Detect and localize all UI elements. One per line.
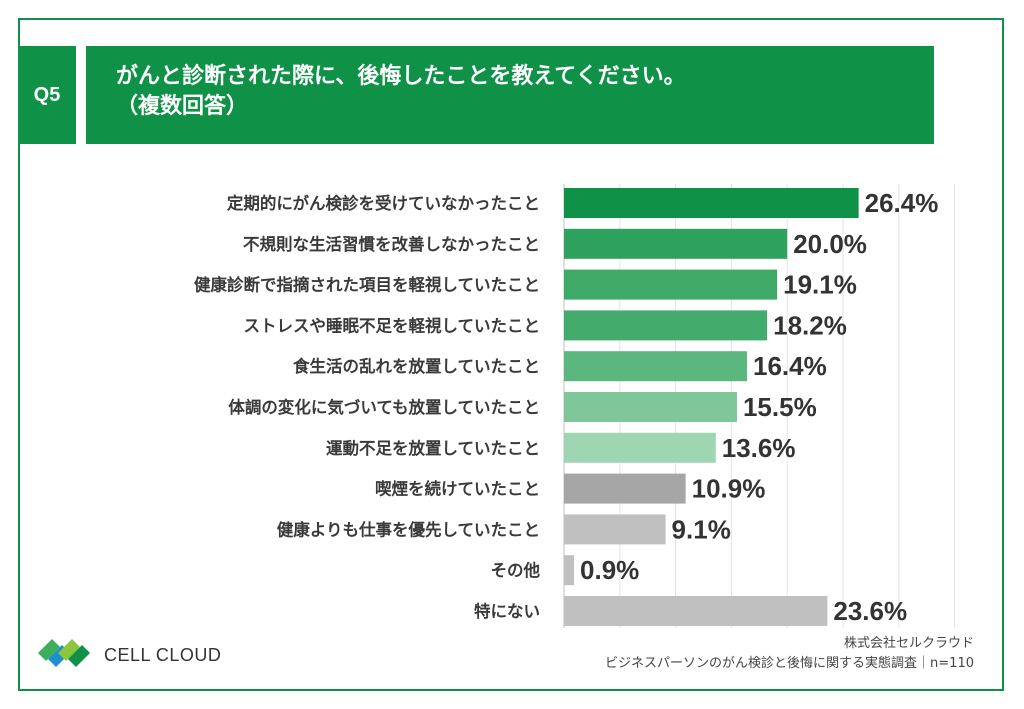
bar [564, 269, 778, 300]
value-label: 15.5% [743, 392, 817, 422]
value-label: 10.9% [692, 474, 766, 504]
category-label: 運動不足を放置していたこと [326, 438, 540, 458]
value-label: 18.2% [773, 310, 847, 340]
question-note: （複数回答） [116, 94, 249, 119]
question-box: がんと診断された際に、後悔したことを教えてください。 （複数回答） [86, 46, 934, 144]
bar [564, 555, 575, 586]
bar [564, 310, 768, 341]
value-label: 26.4% [865, 188, 939, 218]
value-label: 9.1% [672, 514, 731, 544]
category-label: その他 [491, 560, 541, 580]
bar [564, 514, 666, 545]
category-label: 体調の変化に気づいても放置していたこと [228, 397, 540, 417]
category-label: 食生活の乱れを放置していたこと [293, 356, 540, 376]
question-number: Q5 [18, 46, 76, 144]
value-label: 16.4% [753, 351, 827, 381]
value-label: 23.6% [833, 596, 907, 626]
bar [564, 473, 686, 504]
source-company: 株式会社セルクラウド [843, 636, 974, 651]
value-label: 0.9% [580, 555, 639, 585]
value-label: 20.0% [793, 229, 867, 259]
bar [564, 392, 737, 422]
bar [564, 596, 828, 626]
category-label: ストレスや睡眠不足を軽視していたこと [243, 315, 540, 335]
category-label: 健康診断で指摘された項目を軽視していたこと [194, 275, 540, 295]
outer-frame [18, 18, 1004, 691]
brand-name: CELL CLOUD [104, 645, 222, 665]
question-text: がんと診断された際に、後悔したことを教えてください。 [116, 64, 686, 89]
source-survey: ビジネスパーソンのがん検診と後悔に関する実態調査｜n=110 [605, 656, 974, 671]
category-label: 不規則な生活習慣を改善しなかったこと [243, 234, 540, 254]
category-label: 定期的にがん検診を受けていなかったこと [227, 193, 540, 213]
bar [564, 432, 716, 463]
category-label: 健康よりも仕事を優先していたこと [277, 519, 540, 539]
bar [564, 188, 859, 218]
bar [564, 228, 788, 259]
value-label: 13.6% [722, 433, 796, 463]
category-label: 喫煙を続けていたこと [375, 479, 540, 499]
category-label: 特にない [474, 601, 540, 621]
cell-cloud-logo-icon [38, 639, 90, 667]
value-label: 19.1% [783, 270, 857, 300]
bar [564, 351, 748, 382]
